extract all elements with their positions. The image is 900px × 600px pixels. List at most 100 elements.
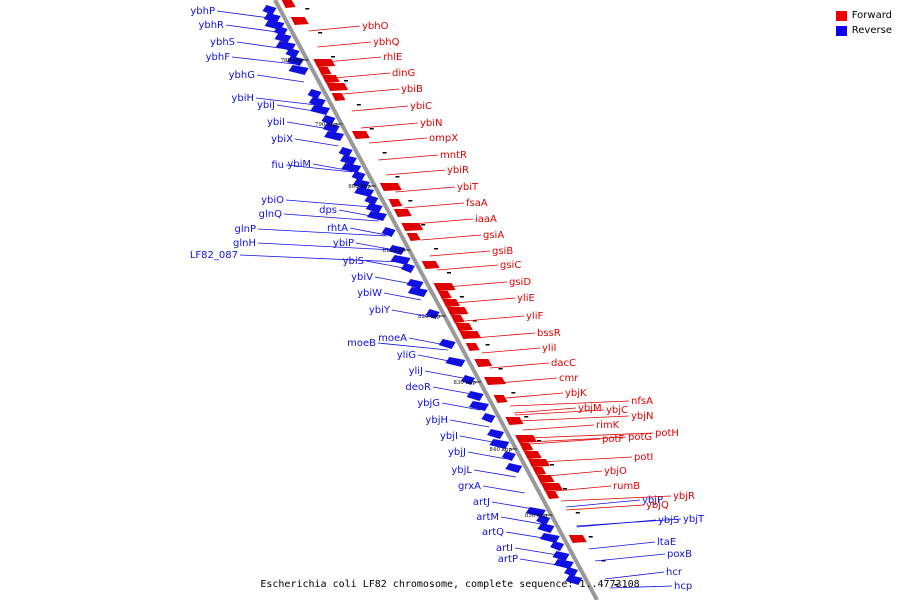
gene-label-ybhG: ybhG bbox=[229, 70, 255, 81]
leader-line-mntR bbox=[378, 154, 439, 161]
leader-line-ybhO bbox=[308, 25, 361, 32]
tick-label: 780 kbp bbox=[281, 58, 304, 64]
reverse-feature bbox=[537, 523, 555, 533]
leader-line-ybiB bbox=[342, 88, 400, 95]
leader-line-ybiJ bbox=[276, 104, 321, 113]
leader-line-artI bbox=[514, 547, 558, 556]
gene-label-ybjH: ybjH bbox=[425, 415, 448, 426]
leader-line-ybjI bbox=[459, 435, 498, 444]
forward-feature bbox=[545, 491, 560, 499]
gene-label-ybjP: ybjP bbox=[642, 495, 663, 506]
reverse-feature bbox=[461, 375, 476, 385]
gene-label-ybjQ: ybjQ bbox=[646, 500, 669, 511]
forward-feature bbox=[493, 395, 508, 403]
gene-label-glnH: glnH bbox=[233, 238, 256, 249]
tick-label: 800 kbp bbox=[348, 184, 371, 190]
leader-line-ybiN bbox=[360, 122, 419, 129]
reverse-feature bbox=[286, 56, 304, 66]
reverse-feature bbox=[339, 155, 357, 165]
reverse-feature bbox=[550, 541, 565, 551]
leader-line-ybjT bbox=[576, 518, 682, 527]
feature-marker bbox=[472, 320, 477, 322]
leader-line-potG bbox=[529, 436, 627, 443]
gene-label-ybhP: ybhP bbox=[190, 6, 215, 17]
reverse-feature bbox=[263, 13, 281, 23]
gene-label-glnQ: glnQ bbox=[259, 209, 282, 220]
tick-label: 830 kbp bbox=[453, 380, 476, 386]
feature-marker bbox=[331, 56, 336, 58]
reverse-feature bbox=[338, 147, 353, 157]
gene-label-bssR: bssR bbox=[537, 328, 561, 339]
gene-label-ybjL: ybjL bbox=[451, 465, 472, 476]
reverse-feature bbox=[322, 123, 340, 133]
gene-label-gsiB: gsiB bbox=[492, 246, 513, 257]
leader-line-rimK bbox=[522, 424, 595, 431]
leader-line-ybiC bbox=[351, 105, 409, 112]
gene-label-ltaE: ltaE bbox=[657, 537, 676, 548]
gene-label-ybiB: ybiB bbox=[401, 84, 423, 95]
gene-label-ybiC: ybiC bbox=[410, 101, 432, 112]
gene-label-yliG: yliG bbox=[397, 350, 416, 361]
leader-line-ybiX bbox=[294, 138, 339, 147]
leader-line-gsiB bbox=[429, 250, 491, 257]
feature-marker bbox=[382, 152, 387, 154]
gene-label-gsiD: gsiD bbox=[509, 277, 531, 288]
leader-line-ybjC bbox=[514, 409, 605, 416]
gene-label-yliJ: yliJ bbox=[409, 366, 423, 377]
reverse-feature bbox=[553, 559, 574, 569]
leader-line-potI bbox=[540, 456, 633, 463]
leader-line-yliI bbox=[481, 347, 541, 354]
feature-marker bbox=[562, 488, 567, 490]
leader-line-dinG bbox=[334, 72, 391, 79]
gene-label-artM: artM bbox=[476, 512, 499, 523]
forward-feature bbox=[540, 483, 563, 491]
forward-feature bbox=[532, 467, 547, 475]
reverse-feature bbox=[273, 26, 288, 36]
reverse-feature bbox=[364, 195, 379, 205]
gene-label-fiu: fiu bbox=[271, 160, 284, 171]
reverse-feature bbox=[274, 33, 292, 43]
forward-feature bbox=[406, 233, 421, 241]
reverse-feature bbox=[285, 48, 300, 58]
tick-label: 850 kbp bbox=[525, 513, 548, 519]
gene-label-yliE: yliE bbox=[517, 293, 535, 304]
leader-line-ybjN bbox=[518, 415, 630, 422]
gene-label-glnP: glnP bbox=[235, 224, 257, 235]
forward-feature bbox=[321, 75, 340, 83]
leader-line-ompX bbox=[368, 137, 428, 144]
reverse-feature bbox=[406, 279, 424, 289]
legend-forward: Forward bbox=[835, 8, 892, 23]
feature-marker bbox=[511, 392, 516, 394]
feature-marker bbox=[318, 32, 323, 34]
leader-line-yliJ bbox=[424, 370, 464, 379]
gene-label-hcp: hcp bbox=[674, 581, 692, 592]
reverse-feature bbox=[536, 515, 551, 525]
gene-label-ybiY: ybiY bbox=[369, 305, 391, 316]
gene-label-artI: artI bbox=[496, 543, 513, 554]
leader-line-rumB bbox=[555, 485, 612, 492]
forward-feature bbox=[446, 307, 469, 315]
gene-label-ybjJ: ybjJ bbox=[448, 447, 466, 458]
gene-label-ybjG: ybjG bbox=[417, 398, 440, 409]
forward-feature bbox=[388, 199, 403, 207]
reverse-label: Reverse bbox=[851, 25, 892, 36]
reverse-feature bbox=[525, 507, 546, 517]
gene-label-ompX: ompX bbox=[429, 133, 458, 144]
legend-reverse: Reverse bbox=[835, 23, 892, 38]
feature-marker bbox=[614, 584, 619, 586]
feature-marker bbox=[485, 344, 490, 346]
gene-label-potF: potF bbox=[602, 434, 624, 445]
leader-line-potH bbox=[527, 432, 654, 439]
gene-label-dps: dps bbox=[319, 205, 337, 216]
leader-line-glnH bbox=[257, 242, 395, 251]
reverse-feature bbox=[445, 357, 466, 367]
gene-label-ybjR: ybjR bbox=[673, 491, 695, 502]
legend: Forward Reverse bbox=[835, 8, 892, 38]
leader-line-ybjP bbox=[566, 499, 641, 508]
forward-feature bbox=[536, 475, 555, 483]
feature-marker bbox=[369, 128, 374, 130]
gene-label-ybiO: ybiO bbox=[261, 195, 284, 206]
feature-marker bbox=[459, 296, 464, 298]
leader-line-moeA bbox=[408, 337, 446, 346]
gene-label-rumB: rumB bbox=[613, 481, 640, 492]
